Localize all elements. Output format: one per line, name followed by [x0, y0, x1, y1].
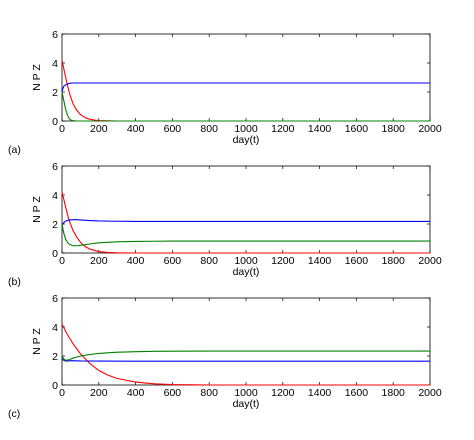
- plot-frame: [61, 297, 431, 386]
- plot-frame: [61, 165, 431, 254]
- x-tick-label: 1400: [308, 387, 332, 399]
- x-tick-label: 1600: [345, 387, 369, 399]
- x-axis-label: day(t): [233, 398, 260, 410]
- panel-label: (c): [8, 408, 20, 420]
- x-tick-label: 600: [164, 123, 182, 135]
- x-tick-label: 400: [127, 123, 145, 135]
- x-tick-label: 1200: [271, 123, 295, 135]
- series-line-2: [61, 358, 430, 362]
- panel-label: (a): [8, 144, 21, 156]
- y-tick-label: 4: [52, 190, 58, 202]
- x-tick-label: 1800: [382, 387, 406, 399]
- x-tick-label: 800: [200, 123, 218, 135]
- chart-panel-1: 0 200 400 600 800 1000 1200 1400 1600 1800 2000 0 2 4…: [8, 29, 442, 156]
- y-tick-label: 0: [52, 380, 58, 392]
- x-tick-label: 1800: [382, 255, 406, 267]
- y-tick-label: 6: [52, 293, 58, 305]
- x-axis-label: day(t): [233, 266, 260, 278]
- y-tick-label: 2: [52, 87, 58, 99]
- series-line-1: [61, 59, 430, 122]
- chart-panel-3: 0 200 400 600 800 1000 1200 1400 1600 1800 2000 0 2 4…: [8, 293, 442, 420]
- series-line-2: [61, 219, 430, 226]
- x-tick-label: 1000: [234, 123, 258, 135]
- series-line-3: [61, 350, 430, 361]
- x-tick-label: 600: [164, 255, 182, 267]
- series-line-2: [61, 82, 430, 93]
- x-tick-label: 1000: [234, 255, 258, 267]
- y-tick-label: 6: [52, 161, 58, 173]
- x-tick-label: 1200: [271, 387, 295, 399]
- x-tick-label: 1000: [234, 387, 258, 399]
- x-tick-label: 1800: [382, 123, 406, 135]
- series-line-3: [61, 91, 430, 122]
- y-axis-label: N P Z: [31, 328, 43, 355]
- series-line-1: [61, 191, 430, 254]
- y-tick-label: 4: [52, 58, 58, 70]
- x-tick-label: 1200: [271, 255, 295, 267]
- x-tick-label: 600: [164, 387, 182, 399]
- x-tick-label: 2000: [418, 387, 442, 399]
- x-tick-label: 200: [90, 255, 108, 267]
- y-tick-label: 2: [52, 351, 58, 363]
- y-tick-label: 6: [52, 29, 58, 41]
- y-axis-label: N P Z: [31, 196, 43, 223]
- plot-frame: [61, 33, 431, 122]
- x-tick-label: 1400: [308, 123, 332, 135]
- y-tick-label: 0: [52, 248, 58, 260]
- x-tick-label: 400: [127, 387, 145, 399]
- x-tick-label: 200: [90, 123, 108, 135]
- x-tick-label: 800: [200, 387, 218, 399]
- series-line-1: [61, 323, 430, 386]
- x-tick-label: 200: [90, 387, 108, 399]
- x-tick-label: 1600: [345, 123, 369, 135]
- x-tick-label: 1600: [345, 255, 369, 267]
- x-tick-label: 400: [127, 255, 145, 267]
- y-axis-label: N P Z: [31, 64, 43, 91]
- y-tick-label: 4: [52, 322, 58, 334]
- panel-label: (b): [8, 276, 21, 288]
- x-tick-label: 0: [59, 123, 65, 135]
- series-line-3: [61, 223, 430, 247]
- x-tick-label: 800: [200, 255, 218, 267]
- x-tick-label: 2000: [418, 255, 442, 267]
- x-tick-label: 0: [59, 255, 65, 267]
- y-tick-label: 2: [52, 219, 58, 231]
- y-tick-label: 0: [52, 116, 58, 128]
- x-axis-label: day(t): [233, 134, 260, 146]
- x-tick-label: 1400: [308, 255, 332, 267]
- x-tick-label: 2000: [418, 123, 442, 135]
- x-tick-label: 0: [59, 387, 65, 399]
- chart-panel-2: 0 200 400 600 800 1000 1200 1400 1600 1800 2000 0 2 4…: [8, 161, 442, 288]
